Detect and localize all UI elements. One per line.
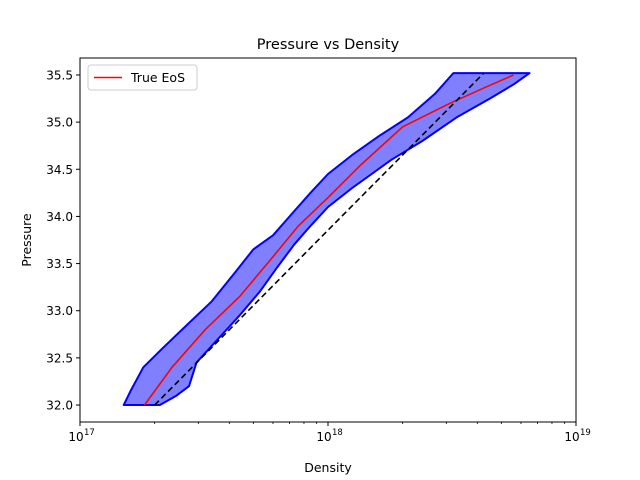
x-axis-label: Density (304, 460, 352, 475)
y-axis-label: Pressure (19, 213, 34, 267)
x-tick-label: 10 (564, 430, 579, 444)
x-tick-exponent: 17 (84, 428, 95, 438)
x-tick-label: 10 (316, 430, 331, 444)
dashed-fit-line (154, 72, 485, 406)
legend: True EoS (87, 64, 198, 91)
y-tick-label: 34.5 (46, 163, 73, 177)
y-axis-ticks: 32.0 32.5 33.0 33.5 34.0 34.5 35.0 35.5 (46, 68, 80, 413)
y-tick-label: 34.0 (46, 210, 73, 224)
chart-title: Pressure vs Density (257, 37, 400, 53)
y-tick-label: 35.5 (46, 68, 73, 82)
uncertainty-band (122, 72, 531, 406)
y-tick-label: 32.5 (46, 351, 73, 365)
y-tick-label: 33.0 (46, 304, 73, 318)
x-tick-exponent: 19 (580, 428, 591, 438)
y-tick-label: 32.0 (46, 399, 73, 413)
x-tick-label: 10 (68, 430, 83, 444)
legend-box (87, 64, 198, 91)
series-lines (143, 72, 514, 406)
y-tick-label: 33.5 (46, 257, 73, 271)
legend-label-true-eos: True EoS (130, 70, 185, 85)
y-tick-label: 35.0 (46, 116, 73, 130)
x-tick-exponent: 18 (332, 428, 343, 438)
x-axis-ticks: 10 17 10 18 10 19 (68, 422, 591, 444)
confidence-band (122, 72, 531, 406)
